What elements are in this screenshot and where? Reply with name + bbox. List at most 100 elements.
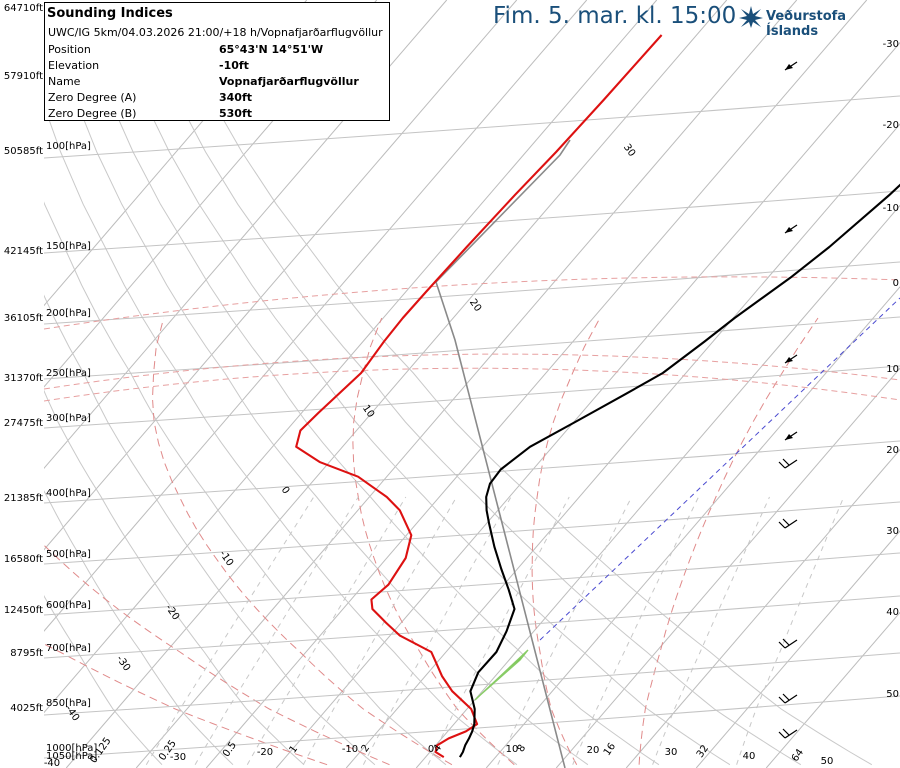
wind-barbs xyxy=(778,61,798,739)
right-axis-tick-label: -10 xyxy=(883,203,899,214)
mixing-ratio-line xyxy=(246,496,407,765)
isobar-line xyxy=(44,552,900,616)
info-value-zero-a: 340ft xyxy=(219,91,253,104)
wind-barb-icon xyxy=(784,354,798,364)
temperature-line xyxy=(295,34,663,758)
freezing-level-line xyxy=(44,353,900,390)
pressure-tick-label: 500[hPa] xyxy=(46,549,91,560)
altitude-tick-label: 57910ft xyxy=(4,71,43,82)
isotherm-line xyxy=(44,0,378,388)
temperature-tick-label: 0 xyxy=(428,744,434,755)
altitude-tick-label: 16580ft xyxy=(4,554,43,565)
altitude-tick-label: 12450ft xyxy=(4,605,43,616)
wind-barb-icon xyxy=(778,728,798,739)
isotherm-line xyxy=(65,0,728,768)
info-label-zero-b: Zero Degree (B) xyxy=(48,107,137,120)
mixing-ratio-line xyxy=(572,496,699,765)
mixing-ratio-tick-label: 4 xyxy=(432,743,445,755)
temperature-tick-label: 40 xyxy=(743,751,756,762)
pressure-tick-label: 150[hPa] xyxy=(46,241,91,252)
isotherm-line xyxy=(44,0,518,551)
pressure-tick-label: 700[hPa] xyxy=(46,643,91,654)
mixing-ratio-line xyxy=(736,496,845,765)
wind-barb-icon xyxy=(784,61,798,71)
isobar-line xyxy=(44,501,900,565)
right-axis-tick-label: -20 xyxy=(883,120,899,131)
altitude-tick-label: 50585ft xyxy=(4,146,43,157)
dry-adiabat-line xyxy=(44,490,234,766)
temperature-tick-label: 50 xyxy=(821,756,834,767)
isotherm-line xyxy=(555,367,900,768)
pressure-tick-label: 250[hPa] xyxy=(46,368,91,379)
freezing-level-line xyxy=(44,276,900,330)
isotherm-line xyxy=(695,530,900,768)
mixing-ratio-tick-label: 64 xyxy=(790,747,806,764)
mixing-ratio-tick-label: 1 xyxy=(288,744,301,756)
info-label-name: Name xyxy=(48,75,81,88)
isotherm-line xyxy=(275,41,900,768)
isotherm-line xyxy=(345,123,900,768)
isotherm-label: 0 xyxy=(279,485,292,497)
temperature-tick-label: -10 xyxy=(342,744,358,755)
isotherm-line xyxy=(44,0,658,714)
pressure-tick-label: 100[hPa] xyxy=(46,141,91,152)
mixing-ratio-tick-label: 16 xyxy=(602,741,618,758)
isotherm-line xyxy=(44,0,448,470)
mixing-ratio-tick-label: 8 xyxy=(516,743,529,755)
temperature-tick-label: 20 xyxy=(587,745,600,756)
pressure-tick-label: 400[hPa] xyxy=(46,488,91,499)
isotherm-line xyxy=(765,611,900,768)
wind-barb-icon xyxy=(784,224,798,234)
dry-adiabat-line xyxy=(44,104,518,766)
cloud-layer-area xyxy=(474,649,529,701)
right-axis-tick-label: 40 xyxy=(886,607,899,618)
pressure-tick-label: 850[hPa] xyxy=(46,698,91,709)
mixing-ratio-line xyxy=(145,496,315,765)
altitude-tick-label: 4025ft xyxy=(10,703,43,714)
moist-adiabat-line xyxy=(151,317,453,766)
dry-adiabat-line xyxy=(44,28,589,766)
mixing-ratio-line xyxy=(652,496,770,765)
right-axis-tick-label: 0 xyxy=(893,278,899,289)
altitude-tick-label: 21385ft xyxy=(4,493,43,504)
wind-barb-icon xyxy=(778,638,798,649)
mixing-ratio-line xyxy=(427,496,570,765)
dry-adiabat-line xyxy=(44,389,305,766)
dry-adiabat-line xyxy=(121,4,802,766)
temperature-tick-label: 30 xyxy=(665,747,678,758)
dry-adiabat-line xyxy=(44,201,447,766)
isotherm-line xyxy=(485,286,900,768)
altitude-tick-label: 27475ft xyxy=(4,418,43,429)
dry-adiabat-line xyxy=(44,594,163,766)
info-title: Sounding Indices xyxy=(47,6,173,21)
info-label-zero-a: Zero Degree (A) xyxy=(48,91,137,104)
pressure-tick-label: 600[hPa] xyxy=(46,600,91,611)
pressure-tick-label: 1050[hPa] xyxy=(46,751,97,762)
pressure-tick-label: 200[hPa] xyxy=(46,308,91,319)
isobar-line xyxy=(44,190,900,254)
moist-adiabat-line xyxy=(44,544,390,766)
brand-name: Veðurstofa Íslands xyxy=(766,9,847,39)
dry-adiabat-line xyxy=(44,294,376,766)
isobar-line xyxy=(44,261,900,325)
isobar-line xyxy=(44,365,900,429)
right-axis-tick-label: 20 xyxy=(886,445,899,456)
info-subtitle: UWC/IG 5km/04.03.2026 21:00/+18 h/Vopnaf… xyxy=(48,26,383,39)
isobar-line xyxy=(44,95,900,159)
info-label-elevation: Elevation xyxy=(48,59,100,72)
isotherm-label: -30 xyxy=(114,654,132,674)
dry-adiabat-line xyxy=(150,4,873,766)
temperature-tick-label: -30 xyxy=(170,752,186,763)
isobar-line xyxy=(44,595,900,659)
info-value-elevation: -10ft xyxy=(219,59,249,72)
wind-barb-icon xyxy=(778,458,798,469)
info-label-position: Position xyxy=(48,43,91,56)
right-axis-tick-label: 10 xyxy=(886,364,899,375)
mixing-ratio-line xyxy=(497,496,633,765)
wind-barb-icon xyxy=(784,431,798,441)
mixing-ratio-line xyxy=(302,496,457,765)
pressure-tick-label: 1000[hPa] xyxy=(46,743,97,754)
info-value-position: 65°43'N 14°51'W xyxy=(219,43,324,56)
moist-adiabat-line xyxy=(531,317,601,765)
